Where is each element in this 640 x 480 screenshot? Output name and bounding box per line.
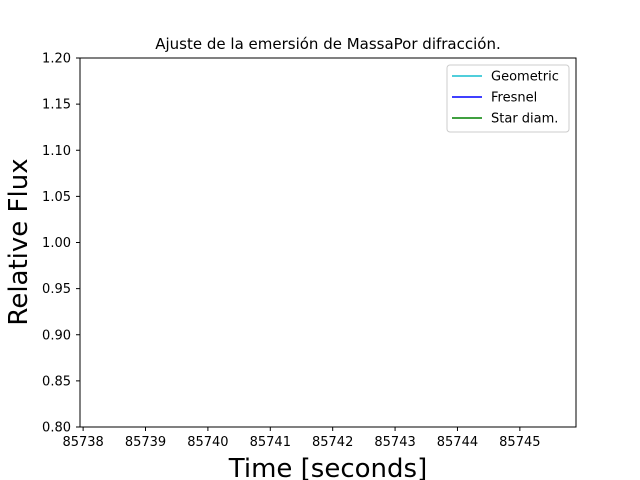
chart-title: Ajuste de la emersión de MassaPor difrac… — [155, 35, 500, 53]
y-tick-label: 1.20 — [42, 52, 71, 67]
y-tick-label: 1.00 — [42, 236, 71, 251]
y-tick-label: 1.10 — [42, 144, 71, 159]
y-tick-label: 0.80 — [42, 421, 71, 436]
x-axis-label: Time [seconds] — [228, 454, 427, 480]
x-tick-label: 85741 — [250, 435, 291, 450]
y-tick-label: 1.15 — [42, 98, 71, 113]
y-axis: 0.80 0.85 0.90 0.95 1.00 1.05 1.10 1.15 1.20 — [42, 52, 80, 436]
x-tick-label: 85743 — [374, 435, 415, 450]
legend-label: Geometric — [491, 70, 559, 85]
x-tick-label: 85742 — [312, 435, 353, 450]
legend: Geometric Fresnel Star diam. — [446, 64, 570, 133]
y-axis-label: Relative Flux — [4, 158, 34, 325]
x-tick-label: 85739 — [125, 435, 166, 450]
x-tick-label: 85740 — [187, 435, 228, 450]
y-tick-label: 1.05 — [42, 190, 71, 205]
x-tick-label: 85738 — [62, 435, 103, 450]
legend-label: Star diam. — [491, 112, 558, 127]
x-tick-label: 85745 — [499, 435, 540, 450]
x-tick-label: 85744 — [437, 435, 478, 450]
y-tick-label: 0.85 — [42, 374, 71, 389]
legend-box — [446, 64, 570, 133]
x-axis: 85738 85739 85740 85741 85742 85743 85744 85745 — [62, 427, 541, 450]
legend-label: Fresnel — [491, 91, 537, 106]
y-tick-label: 0.90 — [42, 328, 71, 343]
y-tick-label: 0.95 — [42, 282, 71, 297]
